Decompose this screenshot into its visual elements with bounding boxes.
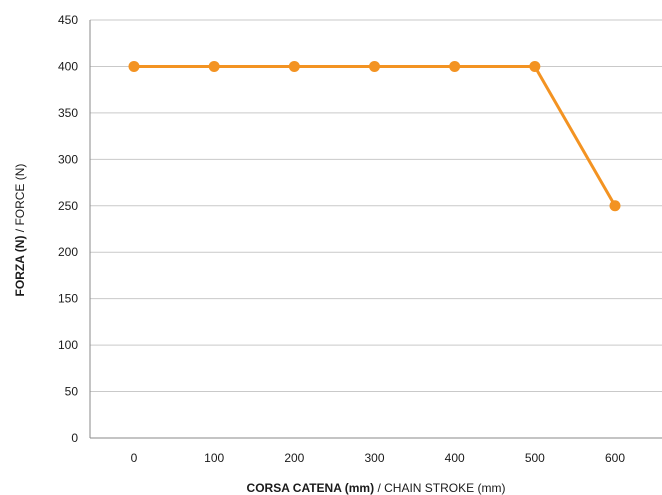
y-tick-label-450: 450 bbox=[58, 13, 78, 27]
x-tick-label-0: 0 bbox=[131, 451, 138, 465]
series-line-0 bbox=[132, 64, 617, 208]
data-points bbox=[128, 60, 621, 212]
y-tick-label-150: 150 bbox=[58, 292, 78, 306]
y-tick-label-350: 350 bbox=[58, 106, 78, 120]
y-tick-label-50: 50 bbox=[65, 385, 79, 399]
x-tick-labels: 0 100 200 300 400 500 600 bbox=[131, 451, 626, 465]
data-point-300 bbox=[369, 60, 380, 72]
gridlines bbox=[90, 19, 662, 393]
x-axis-title-main: CORSA CATENA (mm) bbox=[247, 481, 375, 495]
x-tick-label-500: 500 bbox=[525, 451, 545, 465]
y-tick-label-250: 250 bbox=[58, 199, 78, 213]
series-line bbox=[132, 64, 617, 208]
x-tick-label-300: 300 bbox=[364, 451, 384, 465]
data-point-200 bbox=[288, 60, 300, 72]
data-point-0 bbox=[128, 60, 140, 72]
data-point-400 bbox=[449, 60, 461, 72]
y-tick-label-100: 100 bbox=[58, 338, 78, 352]
data-point-600 bbox=[609, 200, 621, 212]
axes bbox=[89, 20, 662, 439]
y-tick-label-400: 400 bbox=[58, 59, 78, 73]
y-tick-labels: 0 50 100 150 200 250 300 350 400 450 bbox=[58, 13, 78, 445]
y-axis-title-rest: / FORCE (N) bbox=[13, 164, 27, 236]
y-tick-label-0: 0 bbox=[71, 431, 78, 445]
x-tick-label-400: 400 bbox=[445, 451, 465, 465]
data-point-100 bbox=[208, 60, 220, 72]
x-tick-label-600: 600 bbox=[605, 451, 625, 465]
y-tick-label-300: 300 bbox=[58, 152, 78, 166]
y-axis-title: FORZA (N) / FORCE (N) bbox=[13, 164, 27, 297]
x-tick-label-100: 100 bbox=[204, 451, 224, 465]
y-tick-label-200: 200 bbox=[58, 245, 78, 259]
data-point-500 bbox=[529, 60, 541, 72]
x-axis-title-rest: / CHAIN STROKE (mm) bbox=[374, 481, 505, 495]
x-tick-label-200: 200 bbox=[284, 451, 304, 465]
y-axis-title-main: FORZA (N) bbox=[13, 236, 27, 297]
x-axis-title: CORSA CATENA (mm) / CHAIN STROKE (mm) bbox=[247, 481, 506, 495]
